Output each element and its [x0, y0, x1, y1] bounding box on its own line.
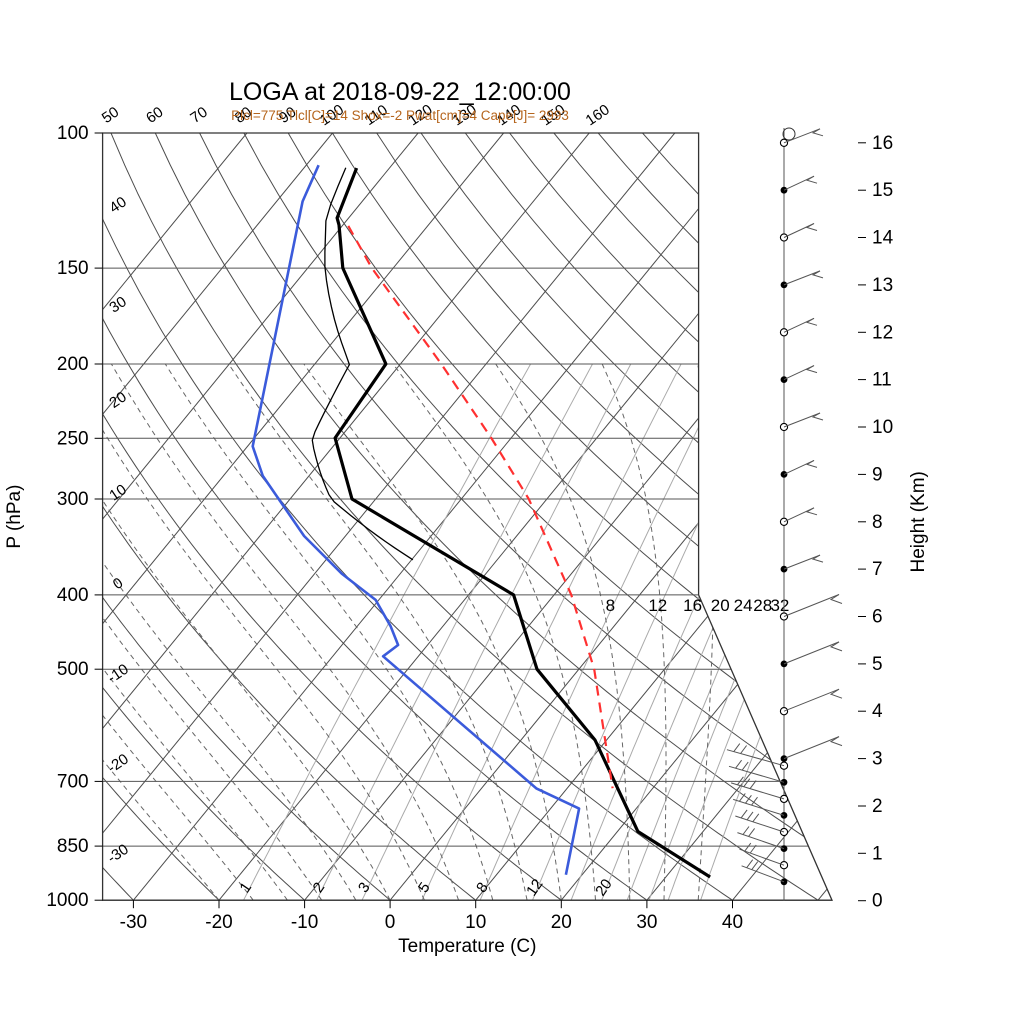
svg-text:500: 500 — [57, 659, 89, 680]
svg-text:40: 40 — [106, 193, 129, 216]
svg-text:P (hPa): P (hPa) — [4, 485, 25, 549]
svg-text:10: 10 — [872, 417, 893, 438]
svg-text:20: 20 — [711, 596, 730, 615]
svg-text:10: 10 — [465, 912, 486, 933]
svg-text:20: 20 — [551, 912, 572, 933]
svg-text:16: 16 — [872, 133, 893, 154]
svg-text:1: 1 — [872, 843, 883, 864]
svg-text:40: 40 — [722, 912, 743, 933]
svg-text:8: 8 — [872, 512, 883, 533]
svg-text:8: 8 — [473, 879, 492, 896]
svg-text:10: 10 — [106, 481, 129, 504]
svg-text:13: 13 — [872, 275, 893, 296]
svg-text:1: 1 — [236, 879, 255, 896]
svg-text:LOGA at 2018-09-22_12:00:00: LOGA at 2018-09-22_12:00:00 — [229, 78, 571, 106]
svg-text:32: 32 — [770, 596, 789, 615]
svg-text:300: 300 — [57, 489, 89, 510]
svg-text:12: 12 — [648, 596, 667, 615]
svg-text:30: 30 — [636, 912, 657, 933]
svg-text:50: 50 — [99, 104, 122, 127]
svg-text:150: 150 — [57, 258, 89, 279]
svg-text:Temperature (C): Temperature (C) — [398, 936, 536, 957]
svg-text:-10: -10 — [104, 661, 131, 687]
svg-text:60: 60 — [143, 104, 166, 127]
svg-text:0: 0 — [110, 574, 126, 593]
svg-text:6: 6 — [872, 607, 883, 628]
svg-text:-10: -10 — [291, 912, 318, 933]
svg-text:5: 5 — [872, 654, 883, 675]
svg-text:28: 28 — [753, 596, 772, 615]
svg-text:0: 0 — [385, 912, 396, 933]
svg-text:8: 8 — [606, 596, 615, 615]
svg-text:-30: -30 — [120, 912, 147, 933]
svg-text:30: 30 — [106, 293, 129, 316]
svg-text:15: 15 — [872, 180, 893, 201]
svg-text:Height (Km): Height (Km) — [908, 471, 929, 572]
svg-text:24: 24 — [734, 596, 753, 615]
svg-text:4: 4 — [872, 701, 883, 722]
svg-text:2: 2 — [872, 796, 883, 817]
svg-text:200: 200 — [57, 354, 89, 375]
svg-text:100: 100 — [57, 123, 89, 144]
svg-text:850: 850 — [57, 836, 89, 857]
svg-text:-30: -30 — [104, 841, 131, 867]
svg-text:9: 9 — [872, 464, 883, 485]
svg-text:400: 400 — [57, 585, 89, 606]
svg-text:12: 12 — [872, 322, 893, 343]
svg-text:3: 3 — [872, 749, 883, 770]
svg-text:0: 0 — [872, 891, 883, 912]
svg-text:5: 5 — [415, 879, 434, 896]
svg-text:70: 70 — [187, 104, 210, 127]
svg-text:160: 160 — [583, 101, 613, 129]
svg-text:Plcl=775 Tlcl[C]=14 Shox=-2 Pw: Plcl=775 Tlcl[C]=14 Shox=-2 Pwat[cm]=4 C… — [231, 108, 569, 123]
svg-text:-20: -20 — [104, 751, 131, 777]
svg-text:700: 700 — [57, 771, 89, 792]
svg-text:-20: -20 — [205, 912, 232, 933]
svg-text:14: 14 — [872, 228, 894, 249]
svg-text:16: 16 — [683, 596, 702, 615]
svg-text:1000: 1000 — [46, 890, 88, 911]
svg-text:20: 20 — [106, 388, 129, 411]
svg-text:250: 250 — [57, 428, 89, 449]
svg-text:20: 20 — [592, 876, 615, 899]
svg-text:7: 7 — [872, 559, 883, 580]
svg-text:11: 11 — [872, 370, 892, 391]
